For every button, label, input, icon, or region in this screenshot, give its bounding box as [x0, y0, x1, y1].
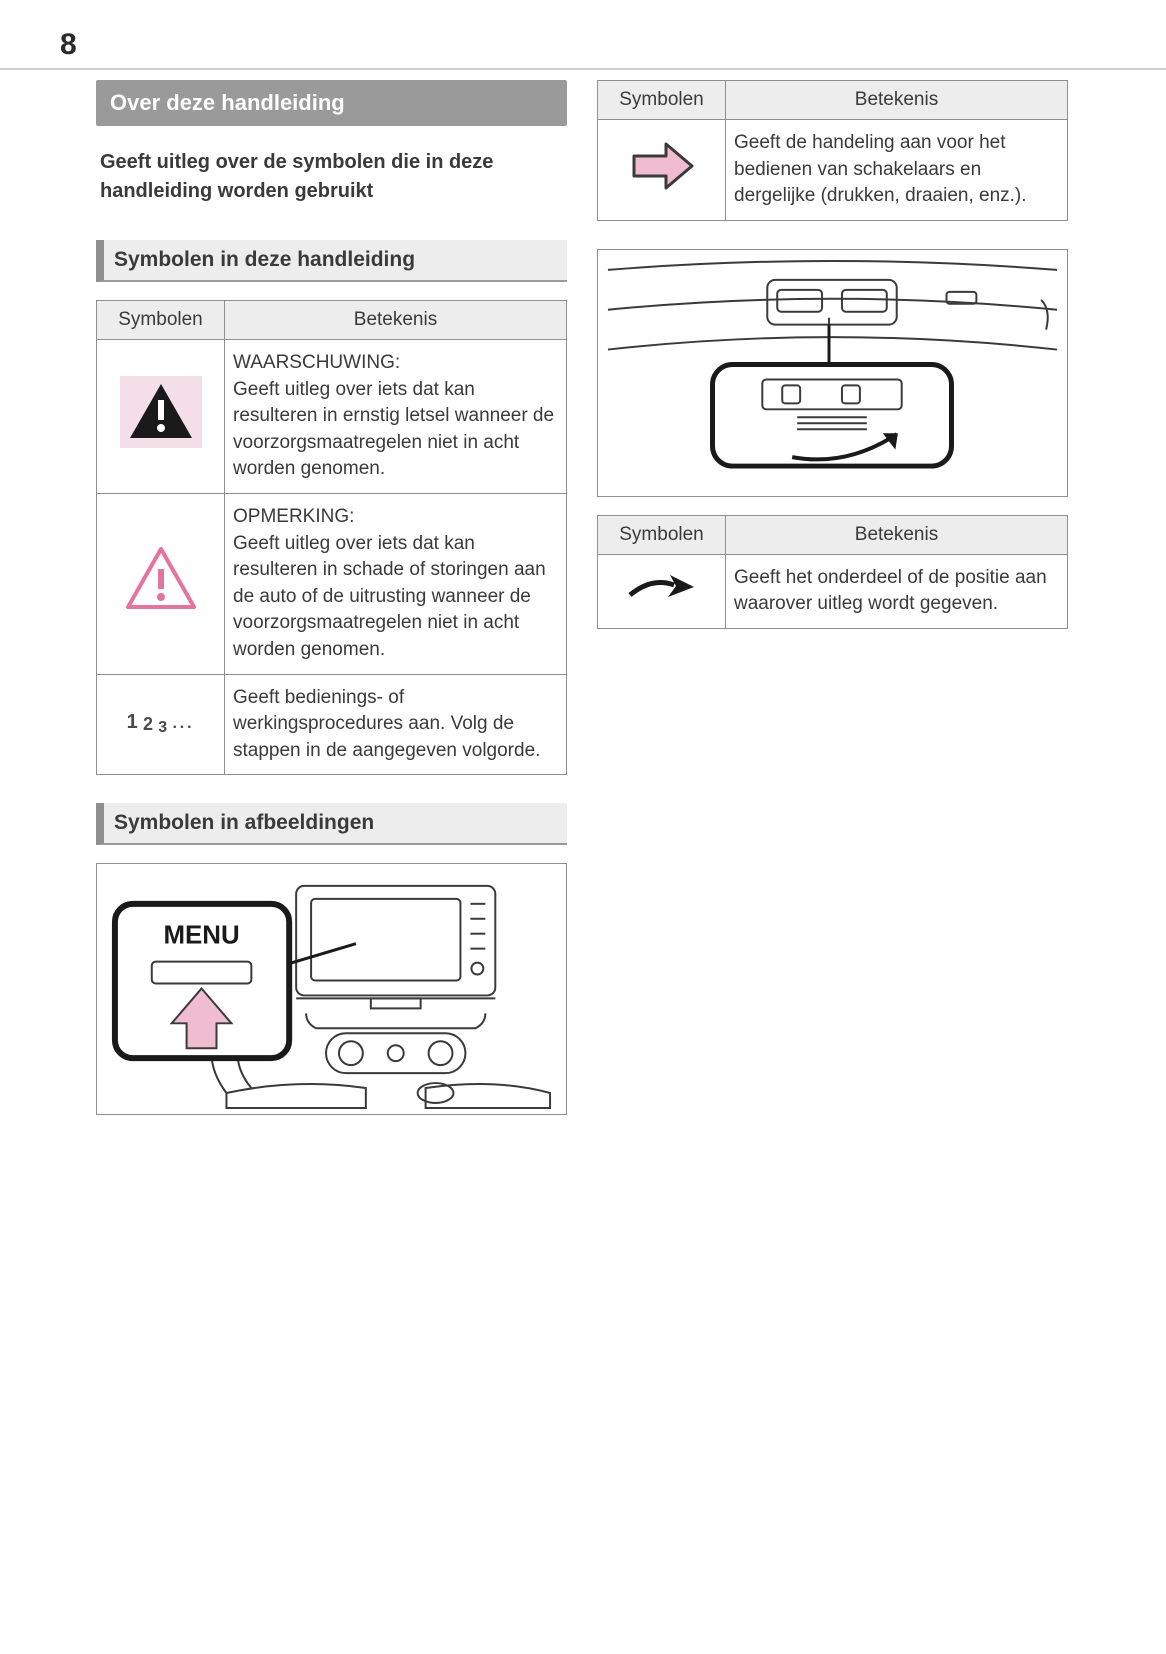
indicator-arrow-cell — [598, 554, 726, 628]
table-header-row: Symbolen Betekenis — [598, 515, 1068, 554]
table-row: WAARSCHUWING:Geeft uitleg over iets dat … — [97, 340, 567, 494]
action-arrow-meaning: Geeft de handeling aan voor het bedienen… — [726, 120, 1068, 221]
action-arrow-cell — [598, 120, 726, 221]
symbols-table-indicator: Symbolen Betekenis Geeft het onderdeel o… — [597, 515, 1068, 629]
intro-text: Geeft uitleg over de symbolen die in dez… — [96, 148, 567, 206]
illustration-menu-svg: MENU — [97, 864, 566, 1115]
left-column: Over deze handleiding Geeft uitleg over … — [96, 80, 567, 1133]
page-title: Over deze handleiding — [96, 80, 567, 126]
table-header-symbols: Symbolen — [97, 301, 225, 340]
warning-icon-cell — [97, 340, 225, 494]
indicator-arrow-icon — [622, 567, 702, 607]
table-row: 1 2 3 ··· Geeft bedienings- of werkingsp… — [97, 674, 567, 775]
symbols-table-action: Symbolen Betekenis Geeft de handeling aa… — [597, 80, 1068, 221]
illustration-menu: MENU — [96, 863, 567, 1115]
table-header-row: Symbolen Betekenis — [598, 81, 1068, 120]
action-arrow-icon — [622, 136, 702, 196]
illustration-overhead — [597, 249, 1068, 497]
table-header-meaning: Betekenis — [225, 301, 567, 340]
warning-meaning: WAARSCHUWING:Geeft uitleg over iets dat … — [225, 340, 567, 494]
table-row: Geeft het onderdeel of de positie aan wa… — [598, 554, 1068, 628]
table-header-symbols: Symbolen — [598, 515, 726, 554]
steps-icon: 1 2 3 ··· — [127, 716, 195, 737]
table-header-row: Symbolen Betekenis — [97, 301, 567, 340]
illustration-overhead-svg — [598, 250, 1067, 497]
steps-icon-cell: 1 2 3 ··· — [97, 674, 225, 775]
table-header-meaning: Betekenis — [726, 81, 1068, 120]
table-row: OPMERKING:Geeft uitleg over iets dat kan… — [97, 493, 567, 674]
steps-meaning: Geeft bedienings- of werkingsprocedures … — [225, 674, 567, 775]
indicator-arrow-meaning: Geeft het onderdeel of de positie aan wa… — [726, 554, 1068, 628]
notice-icon — [120, 543, 202, 615]
right-column: Symbolen Betekenis Geeft de handeling aa… — [597, 80, 1068, 1133]
menu-label: MENU — [163, 922, 239, 950]
table-header-meaning: Betekenis — [726, 515, 1068, 554]
section-heading-symbols-images: Symbolen in afbeeldingen — [96, 803, 567, 845]
table-row: Geeft de handeling aan voor het bedienen… — [598, 120, 1068, 221]
warning-icon — [120, 376, 202, 448]
table-header-symbols: Symbolen — [598, 81, 726, 120]
notice-meaning: OPMERKING:Geeft uitleg over iets dat kan… — [225, 493, 567, 674]
notice-icon-cell — [97, 493, 225, 674]
symbols-table-manual: Symbolen Betekenis WAARSCHUWING:Geeft ui — [96, 300, 567, 775]
content-area: Over deze handleiding Geeft uitleg over … — [96, 80, 1068, 1133]
section-heading-symbols-manual: Symbolen in deze handleiding — [96, 240, 567, 282]
page-number: 8 — [60, 28, 77, 62]
top-rule — [0, 68, 1166, 70]
